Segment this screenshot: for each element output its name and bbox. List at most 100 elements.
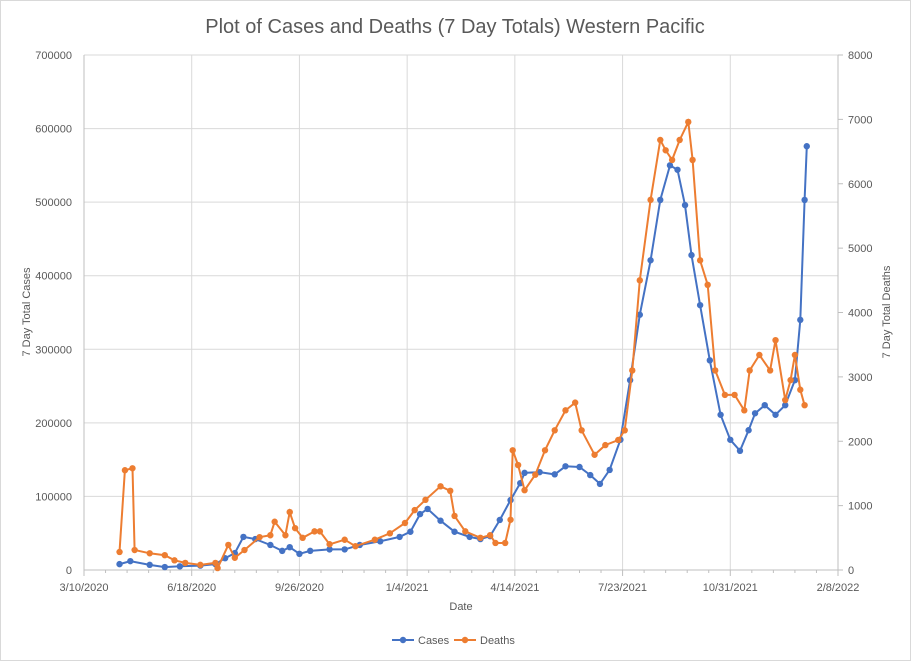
data-point-deaths (704, 281, 711, 289)
data-point-deaths (486, 532, 494, 539)
data-point-deaths (532, 471, 539, 478)
data-point-deaths (326, 541, 333, 548)
data-point-deaths (256, 533, 263, 541)
y2-tick-label: 1000 (848, 501, 872, 513)
data-point-deaths (615, 436, 622, 444)
y2-tick-label: 7000 (848, 114, 872, 126)
data-point-deaths (696, 257, 704, 264)
data-point-cases (736, 447, 744, 455)
y2-tick-label: 2000 (848, 436, 872, 448)
series-layer (116, 118, 810, 572)
data-point-deaths (451, 512, 458, 520)
data-point-cases (176, 563, 184, 570)
data-point-deaths (171, 557, 178, 564)
x-tick-label: 9/26/2020 (275, 582, 324, 594)
data-point-cases (521, 469, 528, 477)
data-point-cases (803, 143, 810, 150)
data-point-deaths (782, 396, 789, 404)
data-point-cases (278, 547, 286, 555)
data-point-cases (562, 463, 569, 470)
data-point-deaths (689, 156, 696, 164)
y-tick-label: 0 (66, 565, 72, 577)
y2-tick-label: 5000 (848, 243, 872, 255)
x-axis-label: Date (449, 601, 472, 613)
data-point-deaths (131, 546, 138, 554)
data-point-deaths (225, 541, 232, 549)
data-point-deaths (791, 351, 799, 359)
data-point-deaths (316, 528, 324, 535)
data-point-deaths (676, 136, 683, 144)
data-point-deaths (116, 548, 123, 556)
data-point-deaths (602, 441, 609, 449)
data-point-deaths (299, 534, 306, 542)
data-point-cases (116, 560, 123, 568)
data-point-deaths (509, 447, 516, 454)
x-tick-label: 7/23/2021 (598, 582, 647, 594)
data-point-cases (596, 480, 604, 488)
data-point-cases (717, 411, 724, 418)
data-point-cases (437, 517, 444, 524)
data-point-cases (396, 533, 403, 541)
data-point-cases (688, 251, 695, 259)
gridlines (84, 54, 838, 570)
data-point-deaths (422, 496, 429, 504)
data-point-deaths (182, 559, 189, 567)
series-cases (116, 143, 810, 571)
y2-tick-label: 4000 (848, 308, 872, 320)
data-point-deaths (801, 402, 808, 409)
data-point-deaths (685, 118, 692, 126)
y2-tick-label: 3000 (848, 372, 872, 384)
data-point-cases (674, 166, 681, 173)
data-point-cases (416, 510, 424, 518)
data-point-cases (706, 357, 714, 364)
data-point-deaths (636, 277, 644, 284)
y2-tick-label: 0 (848, 565, 854, 577)
data-point-cases (377, 538, 384, 545)
y2-axis-label: 7 Day Total Deaths (881, 265, 893, 358)
data-point-deaths (756, 351, 763, 359)
data-point-deaths (787, 376, 794, 384)
y2-tick-label: 8000 (848, 50, 872, 62)
data-point-deaths (341, 536, 348, 543)
x-tick-label: 10/31/2021 (703, 582, 758, 594)
data-point-deaths (562, 407, 569, 414)
data-point-deaths (551, 427, 558, 434)
data-point-deaths (462, 528, 469, 535)
data-point-cases (647, 257, 654, 264)
data-point-cases (587, 471, 594, 479)
data-point-deaths (712, 367, 719, 374)
data-point-deaths (741, 407, 748, 414)
legend-label-cases: Cases (418, 635, 450, 647)
x-tick-label: 3/10/2020 (60, 582, 109, 594)
y-tick-label: 700000 (35, 50, 72, 62)
data-point-deaths (521, 486, 528, 494)
data-point-deaths (492, 539, 499, 547)
data-point-deaths (386, 530, 394, 537)
data-point-cases (161, 563, 168, 571)
data-point-deaths (501, 539, 509, 547)
data-point-deaths (282, 532, 289, 539)
data-point-deaths (766, 367, 774, 374)
data-point-deaths (437, 483, 444, 490)
data-point-cases (307, 547, 314, 555)
x-tick-label: 6/18/2020 (167, 582, 216, 594)
data-point-cases (127, 557, 134, 565)
data-point-cases (696, 301, 704, 309)
data-point-deaths (129, 465, 136, 472)
data-point-deaths (514, 461, 522, 469)
data-point-cases (496, 516, 503, 524)
legend-marker-deaths (461, 636, 469, 644)
data-point-deaths (571, 399, 579, 406)
data-point-deaths (477, 534, 484, 542)
data-point-deaths (146, 550, 153, 557)
data-point-deaths (541, 447, 549, 454)
data-point-deaths (772, 336, 779, 344)
data-point-cases (606, 466, 613, 474)
data-point-deaths (161, 551, 168, 559)
data-point-deaths (241, 546, 248, 554)
data-point-deaths (267, 532, 274, 539)
y-tick-label: 200000 (35, 418, 72, 430)
data-point-cases (745, 427, 752, 434)
data-point-deaths (578, 427, 585, 434)
